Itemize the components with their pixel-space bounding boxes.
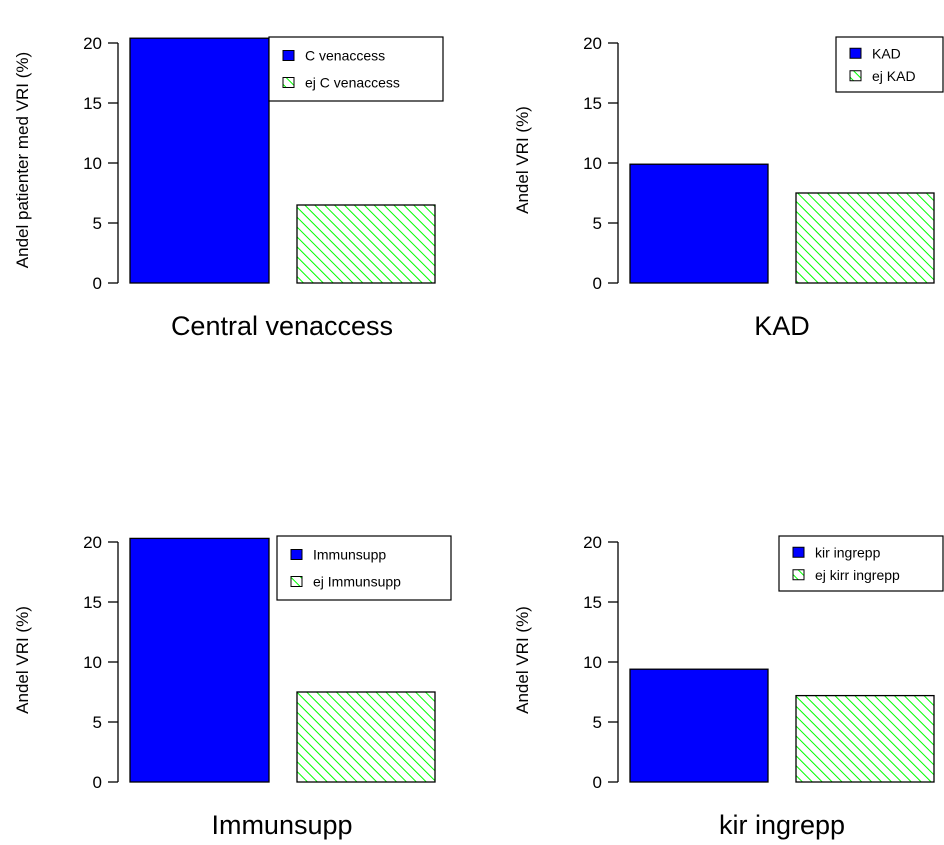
legend-swatch [792,569,805,581]
bar-exposed [629,668,769,783]
y-axis-label: Andel VRI (%) [13,606,32,714]
y-tick-label: 0 [93,773,102,792]
x-axis-label: Immunsupp [211,810,352,840]
legend-label: Immunsupp [313,547,386,563]
y-tick-label: 5 [93,713,102,732]
legend-swatch [792,546,805,558]
legend-swatch [282,77,295,88]
legend-box [276,535,452,601]
legend-swatch [290,549,303,560]
y-tick-label: 5 [593,214,602,233]
y-tick-label: 0 [93,274,102,293]
y-tick-label: 15 [83,94,102,113]
legend-box [835,36,944,93]
legend-label: KAD [872,45,901,61]
y-axis-label: Andel VRI (%) [513,606,532,714]
y-tick-label: 0 [593,773,602,792]
y-tick-label: 0 [593,274,602,293]
legend: KAD ej KAD [835,36,944,93]
legend-swatch [849,70,862,82]
chart-panel-3: 0 5 10 15 20 Andel VRI (%) Immunsupp Immunsupp e… [13,533,452,840]
legend-label: ej Immunsupp [313,574,401,590]
legend-label: ej kirr ingrepp [815,567,900,583]
y-tick-label: 20 [83,34,102,53]
legend-box [268,36,444,102]
y-tick-label: 10 [83,154,102,173]
legend-swatch [290,576,303,587]
bar-unexposed [296,691,436,783]
legend-swatch [849,47,862,59]
legend-swatch [282,50,295,61]
legend-label: ej C venaccess [305,75,400,91]
y-tick-label: 5 [93,214,102,233]
bar-exposed [129,537,270,783]
y-tick-label: 10 [583,154,602,173]
bar-unexposed [795,694,935,783]
x-axis-label: Central venaccess [171,311,393,341]
bar-exposed [129,37,270,284]
bar-unexposed [296,204,436,284]
y-tick-label: 15 [83,593,102,612]
chart-panel-2: 0 5 10 15 20 Andel VRI (%) KAD KAD ej KAD [513,34,944,341]
y-tick-label: 20 [83,533,102,552]
y-tick-label: 10 [583,653,602,672]
x-axis-label: kir ingrepp [719,810,845,840]
y-tick-label: 20 [583,533,602,552]
legend: kir ingrepp ej kirr ingrepp [778,535,944,592]
y-tick-label: 10 [83,653,102,672]
legend-label: kir ingrepp [815,544,881,560]
legend-label: C venaccess [305,48,385,64]
bar-exposed [629,163,769,284]
legend: Immunsupp ej Immunsupp [276,535,452,601]
y-tick-label: 5 [593,713,602,732]
y-axis-label: Andel patienter med VRI (%) [13,52,32,268]
bar-unexposed [795,192,935,284]
legend: C venaccess ej C venaccess [268,36,444,102]
x-axis-label: KAD [754,311,810,341]
legend-label: ej KAD [872,68,916,84]
legend-box [778,535,944,592]
chart-panel-1: 0 5 10 15 20 Andel patienter med VRI (%) Centr… [13,34,444,341]
y-tick-label: 15 [583,94,602,113]
y-tick-label: 15 [583,593,602,612]
y-axis-label: Andel VRI (%) [513,106,532,214]
y-tick-label: 20 [583,34,602,53]
